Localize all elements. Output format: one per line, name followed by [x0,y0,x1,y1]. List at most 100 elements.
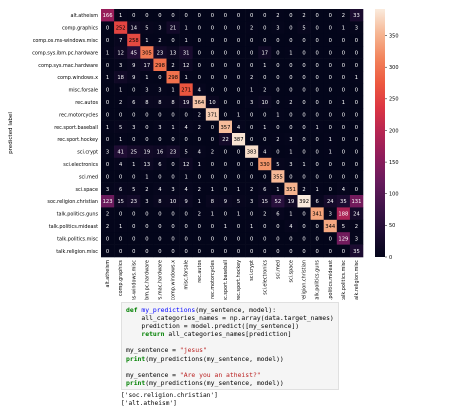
cell-value: 0 [263,137,266,143]
code-cell[interactable]: def my_predictions(my_sentence, model): … [121,302,339,390]
code-token: (my_predictions(my_sentence, model)) [145,354,284,363]
cell-value: 188 [338,212,348,218]
cell-value: 0 [329,63,332,69]
heatmap-cell [349,182,364,196]
heatmap-cell [284,46,298,59]
cell-value: 1 [106,75,109,81]
x-tick-label: alt.atheism [105,260,111,288]
cell-value: 0 [211,162,214,168]
heatmap-cell [140,157,154,171]
heatmap-cell [153,157,167,171]
code-line: my_sentence = "jesus" [126,346,334,354]
cell-value: 35 [340,199,347,205]
heatmap-cell [218,195,233,208]
colorbar-tick-label: 300 [389,65,399,71]
cell-value: 0 [211,13,214,19]
heatmap-cell [140,108,154,121]
cell-value: 0 [119,174,122,180]
x-tick-label: talk.politics.mideast [328,260,334,300]
cell-value: 0 [158,212,161,218]
y-tick-label: alt.atheism [70,13,98,19]
heatmap-cell [297,58,311,72]
cell-value: 1 [342,100,345,106]
heatmap-cell [323,33,338,47]
cell-value: 0 [106,88,109,94]
cell-value: 0 [158,137,161,143]
cell-value: 0 [250,125,253,131]
heatmap-cell [232,120,246,134]
heatmap-cell [127,157,141,171]
x-tick-label: misc.forsale [184,260,190,290]
heatmap-cell [336,232,351,245]
cell-value: 0 [315,249,318,255]
heatmap-cell [192,207,207,221]
heatmap-cell [232,58,246,72]
heatmap-cell [258,120,272,134]
cell-value: 0 [315,112,318,118]
heatmap-cell [127,83,141,97]
code-line: all_categories_names = np.array(data.tar… [126,314,334,322]
cell-value: 0 [263,249,266,255]
heatmap-cell [323,219,338,233]
heatmap-cell [205,170,220,183]
cell-value: 351 [286,187,296,193]
cell-value: 1 [171,88,174,94]
heatmap-cell [284,9,298,22]
cell-value: 1 [237,212,240,218]
cell-value: 6 [263,187,266,193]
heatmap-cell [271,207,285,221]
cell-value: 0 [211,236,214,242]
cell-value: 2 [171,63,174,69]
heatmap-cell [192,232,207,245]
cell-value: 1 [184,38,187,44]
cell-value: 3 [119,63,122,69]
heatmap-cell [101,108,115,121]
heatmap-cell [297,71,311,84]
heatmap-cell [192,9,207,22]
cell-value: 0 [289,13,292,19]
cell-value: 4 [184,187,188,193]
heatmap-cell [323,21,338,35]
code-token: print [126,378,146,387]
heatmap-cell [271,9,285,22]
heatmap-cell [218,46,233,59]
colorbar-tick-label: 350 [389,33,399,39]
cell-value: 10 [209,100,216,106]
output-line: ['alt.atheism'] [121,399,177,407]
cell-value: 0 [198,236,201,242]
heatmap-cell [284,170,298,183]
heatmap-cell [114,71,128,84]
heatmap-cell [205,95,220,109]
heatmap-cell [192,182,207,196]
cell-value: 5 [184,150,187,156]
heatmap-cell [323,108,338,121]
heatmap-cell [101,195,115,208]
heatmap-cell [336,120,351,134]
heatmap-cell [218,33,233,47]
cell-value: 1 [171,125,174,131]
cell-value: 123 [103,199,113,205]
y-tick-label: sci.space [76,187,99,193]
cell-value: 0 [289,249,292,255]
cell-value: 1 [302,162,305,168]
x-tick-label: rec.autos [197,260,203,283]
heatmap-cell [218,21,233,35]
cell-value: 1 [198,162,201,168]
heatmap-cell [127,195,141,208]
cell-value: 0 [224,150,227,156]
heatmap-cell [166,145,180,159]
heatmap-cell [205,108,220,121]
heatmap-cell [232,195,246,208]
cell-value: 383 [247,150,257,156]
heatmap-cell [114,21,128,35]
heatmap-cell [271,58,285,72]
heatmap-cell [205,133,220,146]
heatmap-cell [232,71,246,84]
heatmap-cell [336,46,351,59]
cell-value: 2 [302,187,305,193]
cell-value: 131 [351,199,361,205]
cell-value: 12 [117,50,124,56]
heatmap-cell [166,33,180,47]
cell-value: 16 [157,150,164,156]
cell-value: 0 [315,13,318,19]
